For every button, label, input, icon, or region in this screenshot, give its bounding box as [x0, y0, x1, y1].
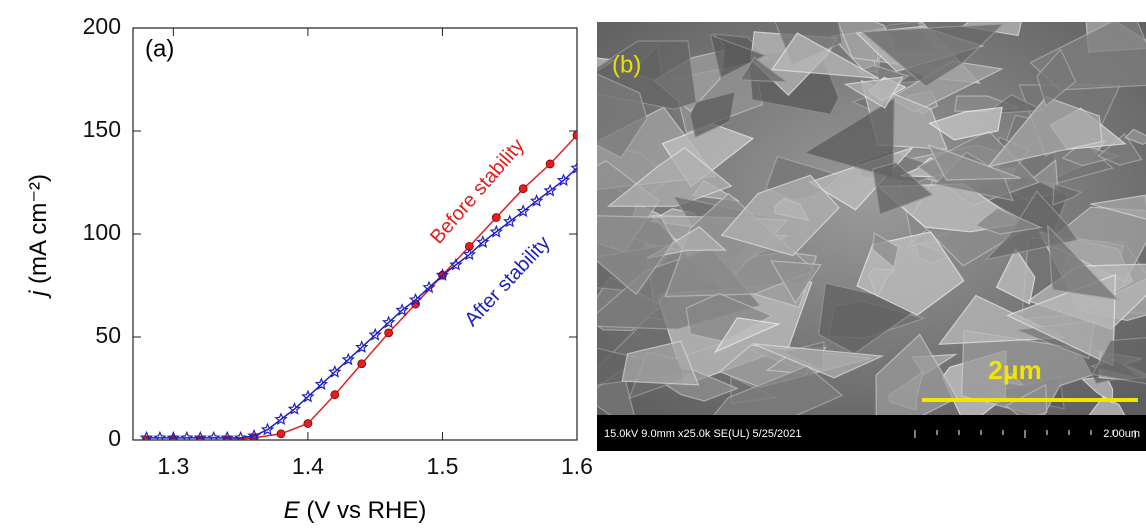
marker — [519, 185, 527, 193]
x-tick-label: 1.4 — [292, 453, 324, 479]
marker — [492, 214, 500, 222]
figure: (a) E (V vs RHE) j (mA cm⁻²) 15.0kV 9.0m… — [0, 0, 1146, 531]
x-tick-label: 1.6 — [561, 453, 593, 479]
y-tick-label: 50 — [95, 322, 121, 348]
marker — [331, 391, 339, 399]
x-tick-label: 1.5 — [426, 453, 458, 479]
marker — [358, 360, 366, 368]
sem-image — [509, 0, 1146, 439]
series-label: Before stability — [426, 135, 529, 248]
sem-ruler-label: 2.00um — [1103, 428, 1140, 440]
marker — [385, 329, 393, 337]
plot-frame — [133, 28, 577, 440]
x-axis-title: E (V vs RHE) — [284, 497, 427, 524]
sem-info: 15.0kV 9.0mm x25.0k SE(UL) 5/25/2021 — [604, 428, 802, 440]
marker — [546, 160, 554, 168]
marker — [304, 420, 312, 428]
y-tick-label: 0 — [108, 425, 121, 451]
scale-bar-label: 2μm — [988, 355, 1042, 385]
y-axis-title: j (mA cm⁻²) — [25, 174, 52, 299]
marker — [573, 131, 581, 139]
y-tick-label: 100 — [83, 219, 121, 245]
series-line — [147, 168, 578, 438]
panel-label: (a) — [145, 35, 174, 62]
y-tick-label: 200 — [83, 13, 121, 39]
series-label: After stability — [460, 232, 554, 331]
marker — [277, 430, 285, 438]
x-tick-label: 1.3 — [157, 453, 189, 479]
panel-label: (b) — [612, 51, 641, 78]
y-tick-label: 150 — [83, 116, 121, 142]
